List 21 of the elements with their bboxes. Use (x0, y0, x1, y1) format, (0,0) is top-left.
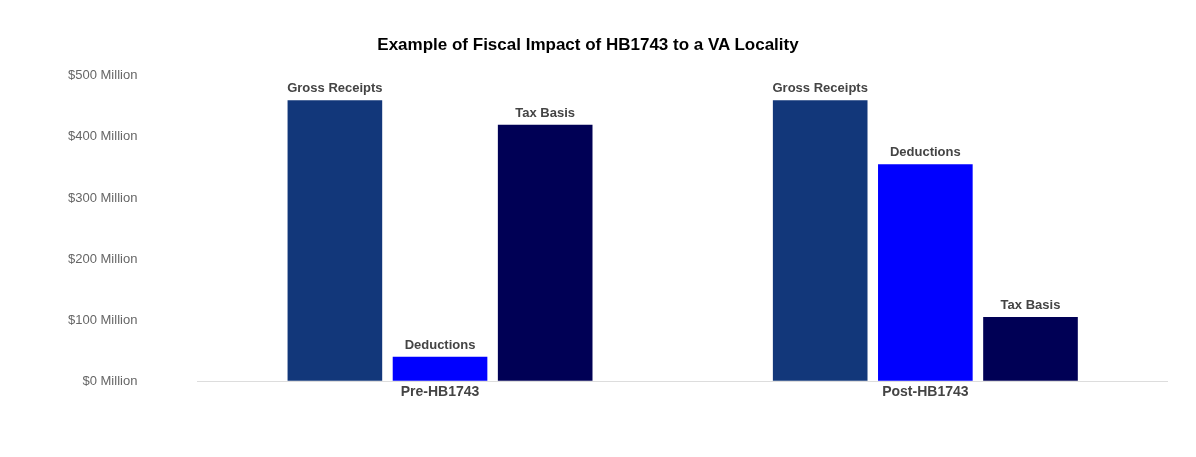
series-label: Deductions (404, 336, 476, 352)
series-label: Gross Receipts (287, 80, 383, 96)
text: Gross Receipts (772, 80, 868, 96)
x-tick-label: Pre-HB1743 (400, 383, 480, 400)
text: Tax Basis (1000, 297, 1061, 313)
y-tick-label: $500 Million (68, 67, 138, 83)
bar (983, 317, 1078, 381)
y-tick-label: $300 Million (68, 189, 138, 205)
bar (287, 100, 383, 381)
chart-title: Example of Fiscal Impact of HB1743 to a VA Locality (377, 35, 800, 55)
y-tick-label: $0 Million (82, 372, 138, 388)
x-tick-label: Post-HB1743 (882, 383, 969, 400)
bar (392, 356, 488, 381)
y-tick-label: $200 Million (68, 250, 138, 266)
y-tick-label: $100 Million (68, 311, 138, 327)
text: Deductions (889, 144, 961, 160)
series-label: Tax Basis (515, 104, 576, 120)
bar (878, 164, 973, 381)
y-tick-label: $400 Million (68, 128, 138, 144)
bar (772, 100, 868, 381)
bar (497, 124, 593, 381)
